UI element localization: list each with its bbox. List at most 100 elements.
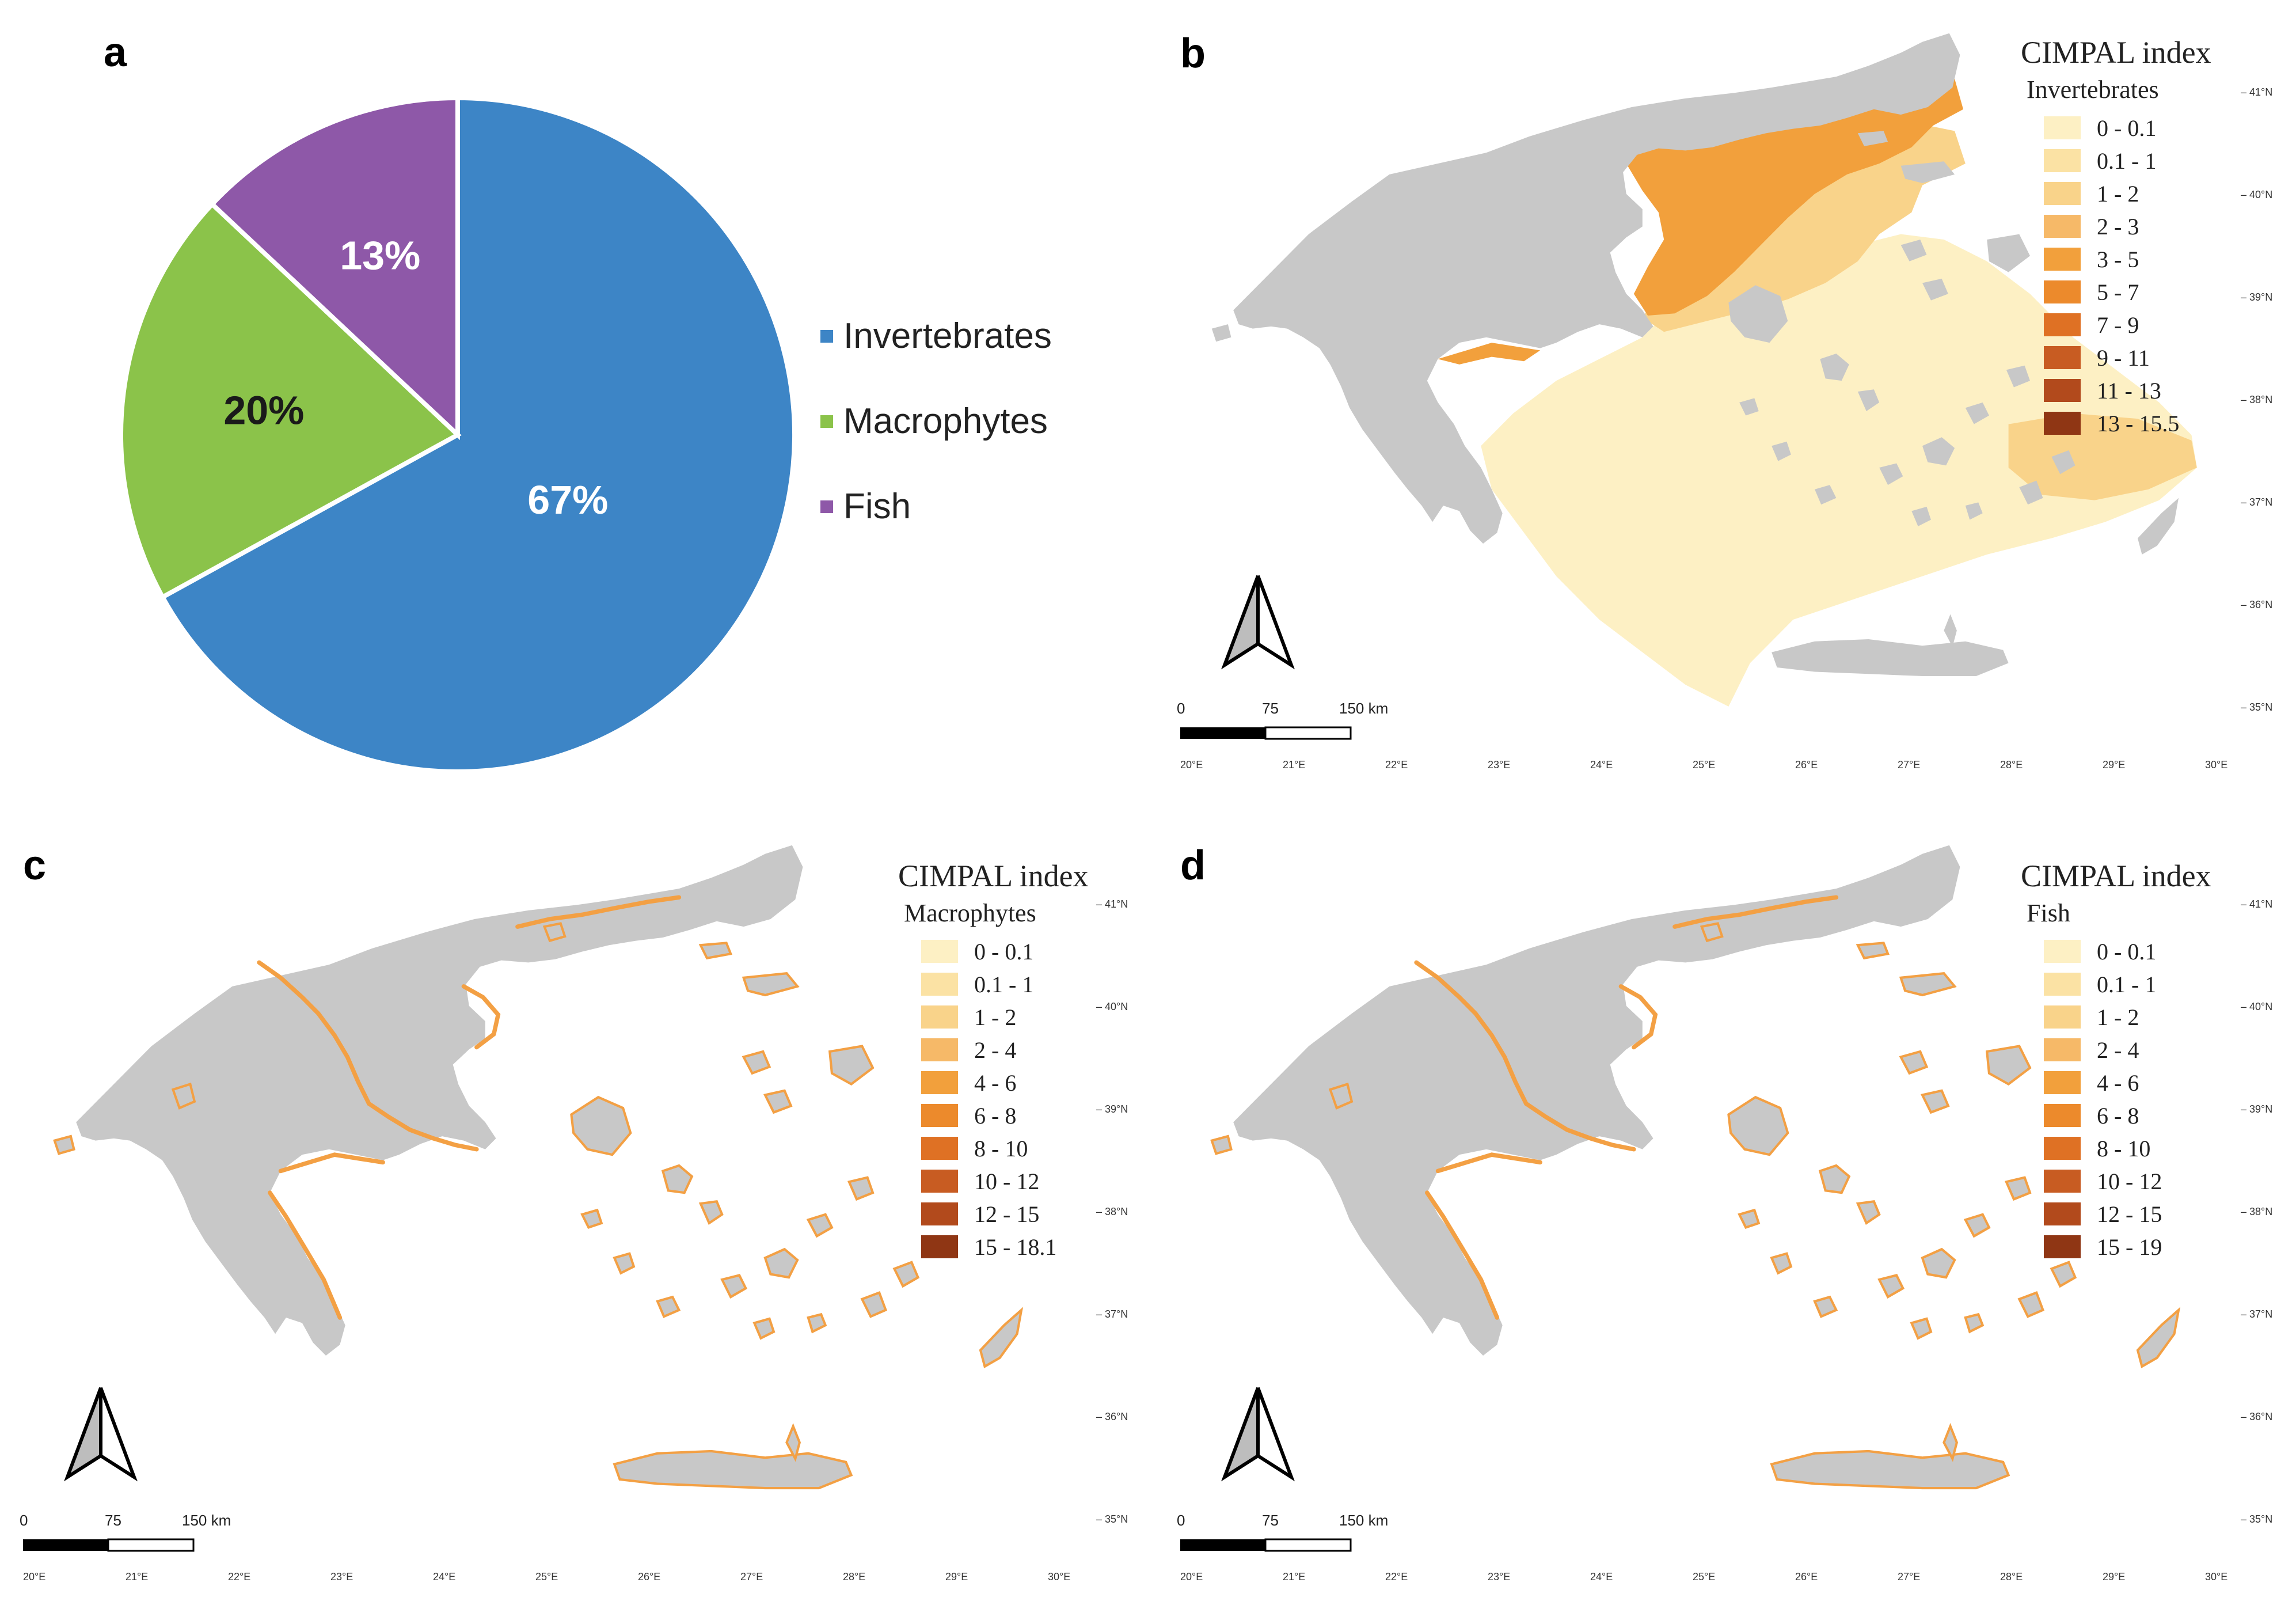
lat-tick-label: – 38°N <box>2241 1206 2273 1217</box>
legend-swatch <box>921 973 958 996</box>
legend-swatch <box>921 1071 958 1094</box>
pie-slice-fish <box>208 95 460 441</box>
map-island <box>828 1045 875 1086</box>
legend-label: 1 - 2 <box>2097 180 2139 207</box>
legend-item: 3 - 5 <box>2044 246 2139 272</box>
map-island <box>1700 922 1724 943</box>
map-island <box>1922 437 1955 466</box>
map-island <box>1899 1050 1929 1075</box>
legend-item: 4 - 6 <box>921 1070 1016 1096</box>
lon-tick-label: 22°E <box>1385 759 1408 771</box>
map-island <box>1770 1252 1793 1275</box>
map-coastal-band <box>1435 1152 1542 1174</box>
map-b <box>1180 33 2197 740</box>
map-coastal-band <box>1414 960 1529 1106</box>
legend-label: 0.1 - 1 <box>974 971 1034 997</box>
legend-label: 12 - 15 <box>2097 1201 2162 1227</box>
legend-label: 6 - 8 <box>2097 1102 2139 1129</box>
scale-bar-label: 75 <box>1262 1512 1279 1529</box>
legend-item: 6 - 8 <box>2044 1102 2139 1129</box>
map-gulf <box>1438 343 1541 365</box>
lon-tick-label: 27°E <box>1898 759 1921 771</box>
lat-tick-label: – 41°N <box>2241 86 2273 98</box>
pie-legend-label: Fish <box>843 487 911 526</box>
pie-label-macrophytes: 20% <box>223 388 304 432</box>
map-island <box>1211 324 1231 342</box>
lon-tick-label: 26°E <box>1795 759 1818 771</box>
map-island <box>1818 1164 1851 1194</box>
lon-tick-label: 23°E <box>330 1571 353 1583</box>
legend-swatch <box>921 1202 958 1225</box>
map-island <box>1964 1312 1985 1334</box>
legend-label: 2 - 4 <box>2097 1037 2139 1063</box>
lon-tick-label: 20°E <box>23 1571 46 1583</box>
lon-tick-label: 24°E <box>1590 759 1613 771</box>
lon-tick-label: 25°E <box>535 1571 558 1583</box>
lon-tick-label: 26°E <box>638 1571 661 1583</box>
lon-tick-label: 28°E <box>2000 759 2023 771</box>
map-island <box>1772 639 2009 677</box>
lon-tick-label: 25°E <box>1693 1571 1716 1583</box>
legend-item: 0.1 - 1 <box>2044 148 2156 174</box>
legend-item: 1 - 2 <box>2044 180 2139 207</box>
lon-tick-label: 23°E <box>1488 759 1511 771</box>
scale-bar <box>23 1538 195 1552</box>
map-island <box>2136 1307 2181 1368</box>
map-island <box>720 1274 748 1299</box>
map-island <box>1965 402 1989 424</box>
legend-swatch <box>2044 280 2081 303</box>
map-sea-zone-low <box>1481 234 2197 707</box>
lat-tick-label: – 36°N <box>1096 1411 1128 1422</box>
map-island <box>1943 1422 1959 1462</box>
legend-subtitle: Invertebrates <box>2027 75 2159 104</box>
legend-swatch <box>2044 182 2081 205</box>
map-mainland <box>1233 845 1960 1356</box>
lon-tick-label: 29°E <box>2103 1571 2126 1583</box>
lon-tick-label: 24°E <box>433 1571 456 1583</box>
legend-item: 4 - 6 <box>2044 1070 2139 1096</box>
legend-item: 2 - 3 <box>2044 214 2139 240</box>
map-island <box>2051 450 2075 475</box>
lat-tick-label: – 37°N <box>2241 1308 2273 1320</box>
map-coastal-band <box>515 895 682 929</box>
map-island <box>1330 272 1352 297</box>
map-island <box>1899 972 1957 997</box>
legend-item: 1 - 2 <box>921 1004 1016 1030</box>
lon-tick-label: 21°E <box>126 1571 149 1583</box>
lon-tick-label: 21°E <box>1283 1571 1306 1583</box>
legend-label: 1 - 2 <box>2097 1004 2139 1030</box>
lon-tick-label: 20°E <box>1180 1571 1203 1583</box>
pie-chart: 67% 20% 13% <box>119 95 797 774</box>
map-island <box>807 1312 827 1334</box>
lat-tick-label: – 37°N <box>2241 496 2273 508</box>
legend-item: 8 - 10 <box>921 1135 1028 1162</box>
map-island <box>1820 354 1849 381</box>
legend-swatch <box>2044 1005 2081 1029</box>
legend-label: 8 - 10 <box>974 1135 1028 1162</box>
legend-swatch <box>2044 973 2081 996</box>
legend-item: 13 - 15.5 <box>2044 411 2179 437</box>
map-island <box>1921 1247 1956 1279</box>
map-island <box>1920 1089 1950 1114</box>
map-island <box>53 1134 75 1155</box>
legend-swatch <box>2044 412 2081 435</box>
legend-subtitle: Fish <box>2027 899 2070 927</box>
map-island <box>1987 234 2030 272</box>
legend-label: 15 - 18.1 <box>974 1234 1057 1260</box>
legend-swatch <box>2044 116 2081 139</box>
map-coastal-band <box>461 984 501 1050</box>
scale-bar-label: 0 <box>1177 1512 1185 1529</box>
legend-item: 2 - 4 <box>2044 1037 2139 1063</box>
legend-swatch <box>2044 1104 2081 1127</box>
map-mainland <box>1233 33 1960 544</box>
map-island <box>1963 1213 1991 1238</box>
map-island <box>1813 1295 1838 1318</box>
lon-tick-label: 21°E <box>1283 759 1306 771</box>
lat-tick-label: – 40°N <box>2241 189 2273 200</box>
map-island <box>1857 131 1888 146</box>
pie-slice-macrophytes <box>119 200 462 601</box>
lat-tick-label: – 41°N <box>2241 898 2273 910</box>
lat-tick-label: – 39°N <box>1096 1103 1128 1115</box>
map-island <box>1701 111 1723 129</box>
map-island <box>570 1095 632 1156</box>
